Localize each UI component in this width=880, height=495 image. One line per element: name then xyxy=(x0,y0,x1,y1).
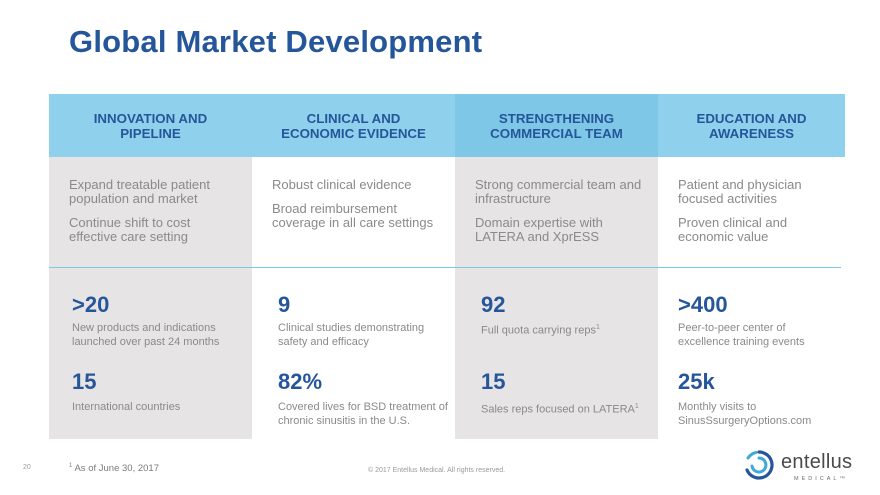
column-header: INNOVATION AND PIPELINE xyxy=(49,94,252,157)
logo-wordmark: entellus xyxy=(781,451,853,473)
column-commercial: STRENGTHENING COMMERCIAL TEAM Strong com… xyxy=(455,94,658,439)
stat-value: 15 xyxy=(72,369,97,394)
column-description: Robust clinical evidence Broad reimburse… xyxy=(272,178,445,240)
stat-label: Clinical studies demonstrating safety an… xyxy=(278,322,425,348)
section-divider xyxy=(49,267,841,268)
stat-label-text: Sales reps focused on LATERA xyxy=(481,403,635,416)
logo-subtitle: MEDICAL™ xyxy=(794,476,848,482)
stat-label: Covered lives for BSD treatment of chron… xyxy=(278,401,448,427)
description-item: Expand treatable patient population and … xyxy=(69,177,210,206)
logo-swirl-icon xyxy=(745,450,774,480)
footnote-ref: 1 xyxy=(595,324,600,331)
stat-value: >400 xyxy=(678,292,728,317)
company-logo: entellus MEDICAL™ xyxy=(742,448,856,484)
column-description: Strong commercial team and infrastructur… xyxy=(475,178,648,254)
footnote-text: As of June 30, 2017 xyxy=(74,463,159,475)
description-item: Patient and physician focused activities xyxy=(678,177,802,206)
stat-label: New products and indications launched ov… xyxy=(72,322,220,348)
column-description: Patient and physician focused activities… xyxy=(678,178,835,254)
column-header: EDUCATION AND AWARENESS xyxy=(658,94,845,157)
description-item: Robust clinical evidence xyxy=(272,177,412,192)
page-title: Global Market Development xyxy=(69,24,483,59)
column-description: Expand treatable patient population and … xyxy=(69,178,242,254)
description-item: Strong commercial team and infrastructur… xyxy=(475,177,642,206)
stat-value: >20 xyxy=(72,292,110,317)
stat-value: 15 xyxy=(481,369,506,394)
column-innovation: INNOVATION AND PIPELINE Expand treatable… xyxy=(49,94,252,439)
stat-label: Full quota carrying reps1 xyxy=(481,321,656,338)
page-number: 20 xyxy=(23,464,31,471)
description-item: Broad reimbursement coverage in all care… xyxy=(272,201,434,230)
stat-value: 92 xyxy=(481,292,506,317)
description-item: Domain expertise with LATERA and XprESS xyxy=(475,215,603,244)
footnote-marker: 1 xyxy=(69,463,73,469)
footnote: 1 As of June 30, 2017 xyxy=(69,463,159,474)
column-clinical: CLINICAL AND ECONOMIC EVIDENCE Robust cl… xyxy=(252,94,455,439)
stat-value: 82% xyxy=(278,369,323,394)
stat-label: Monthly visits to SinusSsurgeryOptions.c… xyxy=(678,401,812,427)
copyright: © 2017 Entellus Medical. All rights rese… xyxy=(368,467,506,474)
column-education: EDUCATION AND AWARENESS Patient and phys… xyxy=(658,94,845,439)
description-item: Proven clinical and economic value xyxy=(678,215,788,244)
stat-label: Sales reps focused on LATERA1 xyxy=(481,400,656,417)
stat-label: International countries xyxy=(72,401,181,413)
description-item: Continue shift to cost effective care se… xyxy=(69,215,191,244)
stat-label: Peer-to-peer center of excellence traini… xyxy=(678,322,805,348)
column-header: CLINICAL AND ECONOMIC EVIDENCE xyxy=(252,94,455,157)
column-header: STRENGTHENING COMMERCIAL TEAM xyxy=(455,94,658,157)
market-development-grid: INNOVATION AND PIPELINE Expand treatable… xyxy=(49,94,845,439)
footnote-ref: 1 xyxy=(634,403,639,410)
stat-value: 9 xyxy=(278,292,291,317)
stat-value: 25k xyxy=(678,369,715,394)
stat-label-text: Full quota carrying reps xyxy=(481,324,596,337)
